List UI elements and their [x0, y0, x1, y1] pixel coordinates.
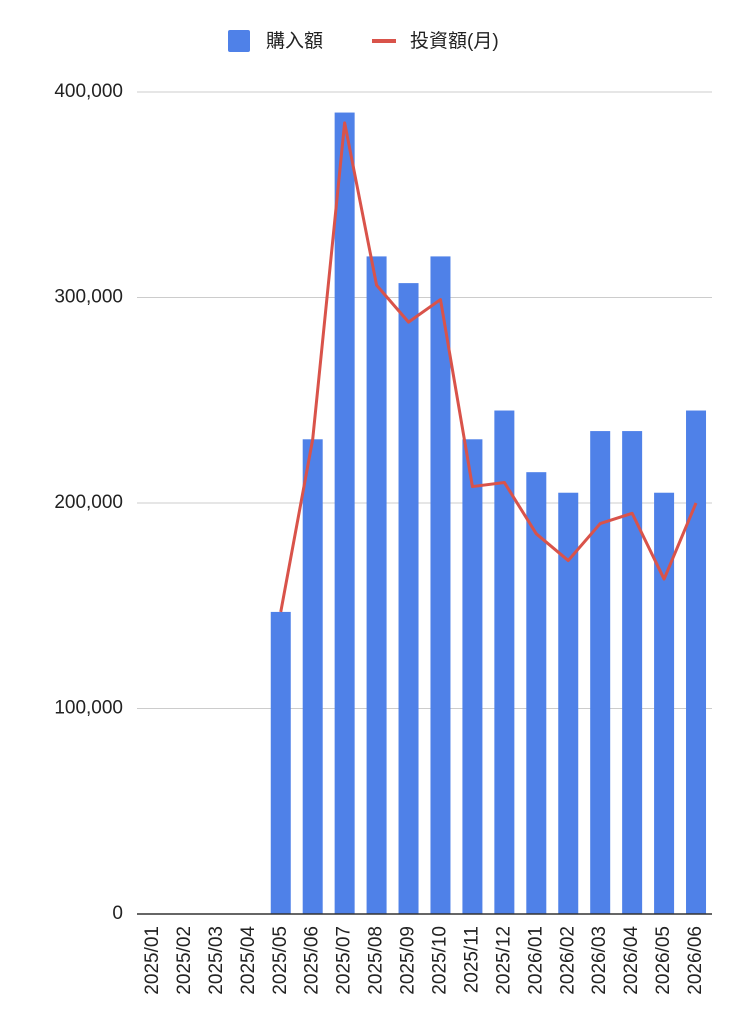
bar [366, 256, 387, 914]
x-tick-label: 2025/04 [238, 926, 259, 995]
y-tick-label: 300,000 [54, 287, 123, 308]
y-tick-label: 200,000 [54, 492, 123, 513]
bar [654, 492, 675, 914]
bar [398, 283, 419, 914]
x-tick-label: 2025/12 [493, 926, 514, 995]
bar [494, 410, 515, 914]
x-tick-label: 2026/04 [621, 926, 642, 995]
x-tick-label: 2025/09 [398, 926, 419, 995]
x-tick-label: 2025/08 [366, 926, 387, 995]
x-tick-label: 2025/07 [334, 926, 355, 995]
bar [526, 472, 547, 914]
x-tick-label: 2025/01 [142, 926, 163, 995]
line [279, 121, 698, 613]
bar [686, 410, 707, 914]
y-tick-label: 0 [112, 903, 123, 924]
x-tick-label: 2026/02 [557, 926, 578, 995]
x-tick-label: 2026/01 [525, 926, 546, 995]
bar [334, 112, 355, 915]
bar [590, 431, 611, 914]
x-tick-label: 2026/05 [653, 926, 674, 995]
y-tick-label: 400,000 [54, 81, 123, 102]
bar [558, 492, 579, 914]
y-tick-label: 100,000 [54, 698, 123, 719]
bar [270, 611, 291, 914]
x-tick-label: 2025/02 [174, 926, 195, 995]
legend-label: 購入額 [266, 30, 323, 52]
x-tick-label: 2025/11 [461, 926, 482, 993]
bar [462, 439, 483, 914]
legend-label: 投資額(月) [410, 30, 499, 52]
x-tick-label: 2025/05 [270, 926, 291, 995]
bar [302, 439, 323, 914]
bar [430, 256, 451, 914]
x-tick-label: 2026/03 [589, 926, 610, 995]
bar [622, 431, 643, 914]
x-tick-label: 2025/03 [206, 926, 227, 995]
x-tick-label: 2025/06 [302, 926, 323, 995]
legend-swatch [228, 30, 250, 52]
x-tick-label: 2026/06 [685, 926, 706, 995]
x-tick-label: 2025/10 [429, 926, 450, 995]
